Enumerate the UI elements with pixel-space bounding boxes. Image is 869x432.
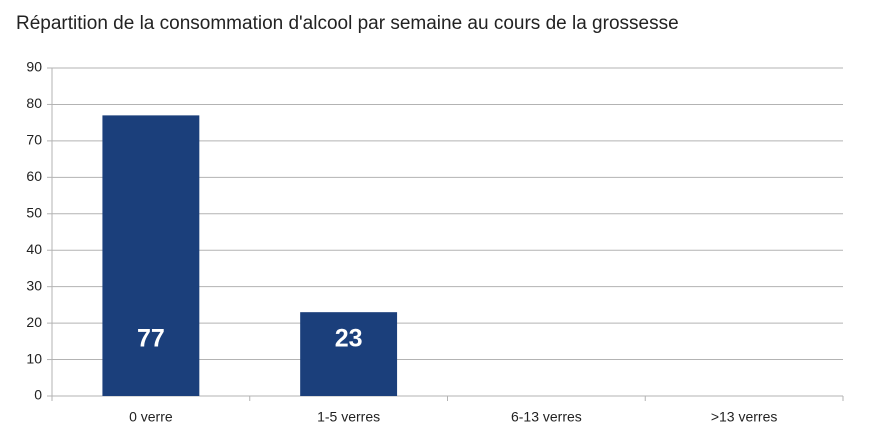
x-tick-label: >13 verres: [711, 409, 778, 425]
data-label: 23: [335, 325, 363, 353]
data-label: 77: [137, 325, 165, 353]
y-tick-label: 0: [34, 387, 42, 403]
y-tick-label: 20: [26, 314, 42, 330]
bar: [102, 115, 200, 396]
y-tick-label: 30: [26, 277, 42, 293]
x-tick-label: 1-5 verres: [317, 409, 380, 425]
y-tick-label: 10: [26, 350, 42, 366]
y-tick-label: 90: [26, 59, 42, 75]
y-tick-label: 80: [26, 95, 42, 111]
chart-title: Répartition de la consommation d'alcool …: [16, 13, 679, 34]
x-tick-label: 6-13 verres: [511, 409, 582, 425]
bar: [300, 312, 398, 396]
y-tick-label: 70: [26, 132, 42, 148]
y-tick-label: 40: [26, 241, 42, 257]
y-tick-label: 50: [26, 204, 42, 220]
y-tick-label: 60: [26, 168, 42, 184]
x-tick-label: 0 verre: [129, 409, 173, 425]
